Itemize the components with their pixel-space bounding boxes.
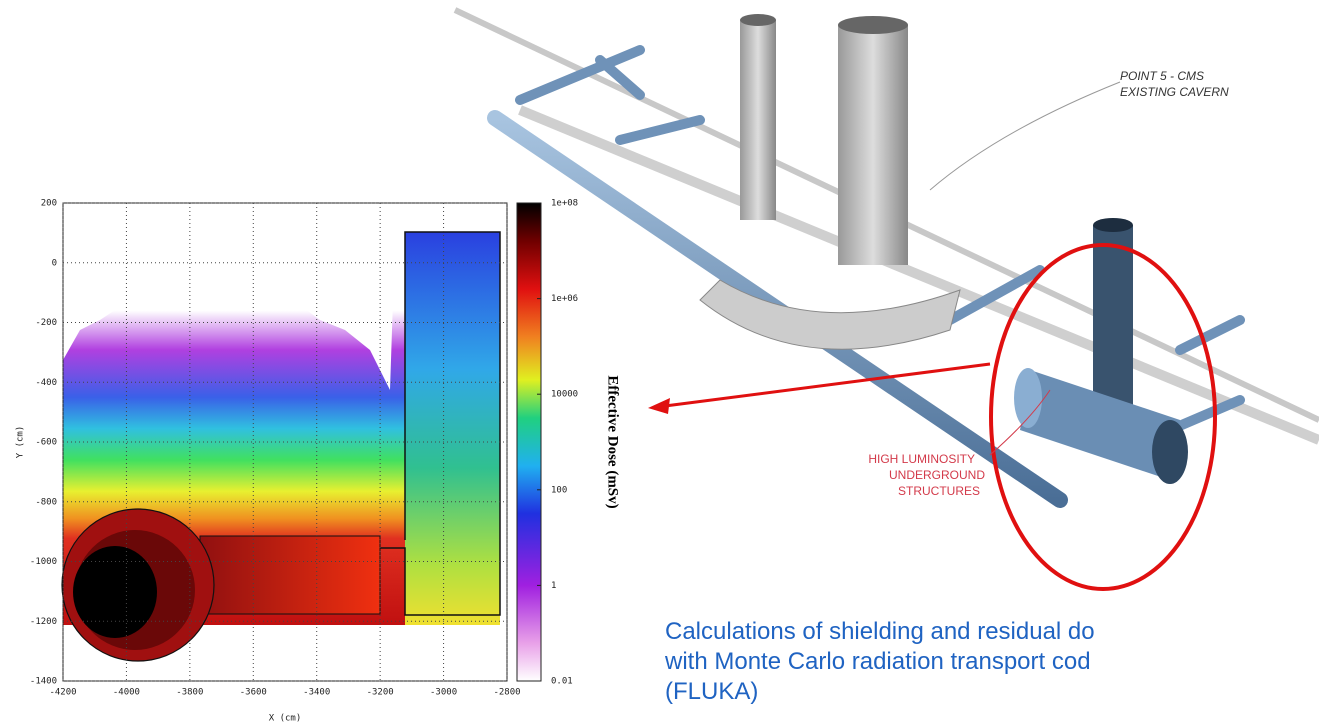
x-tick-label: -3400 — [303, 688, 330, 698]
x-tick-label: -4000 — [113, 688, 140, 698]
colorbar — [517, 203, 541, 681]
y-tick-label: -1400 — [30, 677, 57, 687]
colorbar-tick-label: 1e+08 — [551, 199, 578, 209]
x-tick-label: -4200 — [49, 688, 76, 698]
colorbar-tick-label: 0.01 — [551, 677, 573, 687]
slide: X (cm) Y (cm) Effective Dose (mSv) POINT… — [0, 0, 1319, 728]
x-tick-label: -3200 — [367, 688, 394, 698]
dose-map — [62, 203, 507, 681]
figure: X (cm) Y (cm) Effective Dose (mSv) POINT… — [0, 0, 1319, 728]
x-tick-label: -3000 — [430, 688, 457, 698]
y-tick-label: -1200 — [30, 617, 57, 627]
y-tick-label: -1000 — [30, 557, 57, 567]
x-axis-label: X (cm) — [269, 714, 302, 724]
caption-line: Calculations of shielding and residual d… — [665, 618, 1095, 646]
caption-line: (FLUKA) — [665, 678, 758, 728]
y-tick-label: 200 — [41, 199, 57, 209]
render-label: HIGH LUMINOSITY — [868, 452, 975, 466]
render-label: UNDERGROUND — [889, 468, 985, 482]
colorbar-tick-label: 100 — [551, 485, 567, 495]
y-tick-label: -200 — [35, 318, 57, 328]
y-tick-label: -600 — [35, 438, 57, 448]
colorbar-label: Effective Dose (mSv) — [605, 375, 621, 508]
colorbar-tick-label: 10000 — [551, 390, 578, 400]
render-label: POINT 5 - CMS — [1120, 69, 1204, 83]
render: POINT 5 - CMS EXISTING CAVERN HIGH LUMIN… — [455, 10, 1319, 589]
x-tick-label: -2800 — [493, 688, 520, 698]
x-tick-label: -3600 — [240, 688, 267, 698]
render-label: EXISTING CAVERN — [1120, 85, 1229, 99]
y-tick-label: 0 — [52, 258, 57, 268]
x-tick-label: -3800 — [176, 688, 203, 698]
y-tick-label: -800 — [35, 497, 57, 507]
render-label: STRUCTURES — [898, 484, 980, 498]
colorbar-tick-label: 1e+06 — [551, 294, 578, 304]
y-tick-label: -400 — [35, 378, 57, 388]
caption-line: with Monte Carlo radiation transport cod — [665, 648, 1091, 676]
y-axis-label: Y (cm) — [16, 426, 26, 459]
colorbar-tick-label: 1 — [551, 581, 556, 591]
